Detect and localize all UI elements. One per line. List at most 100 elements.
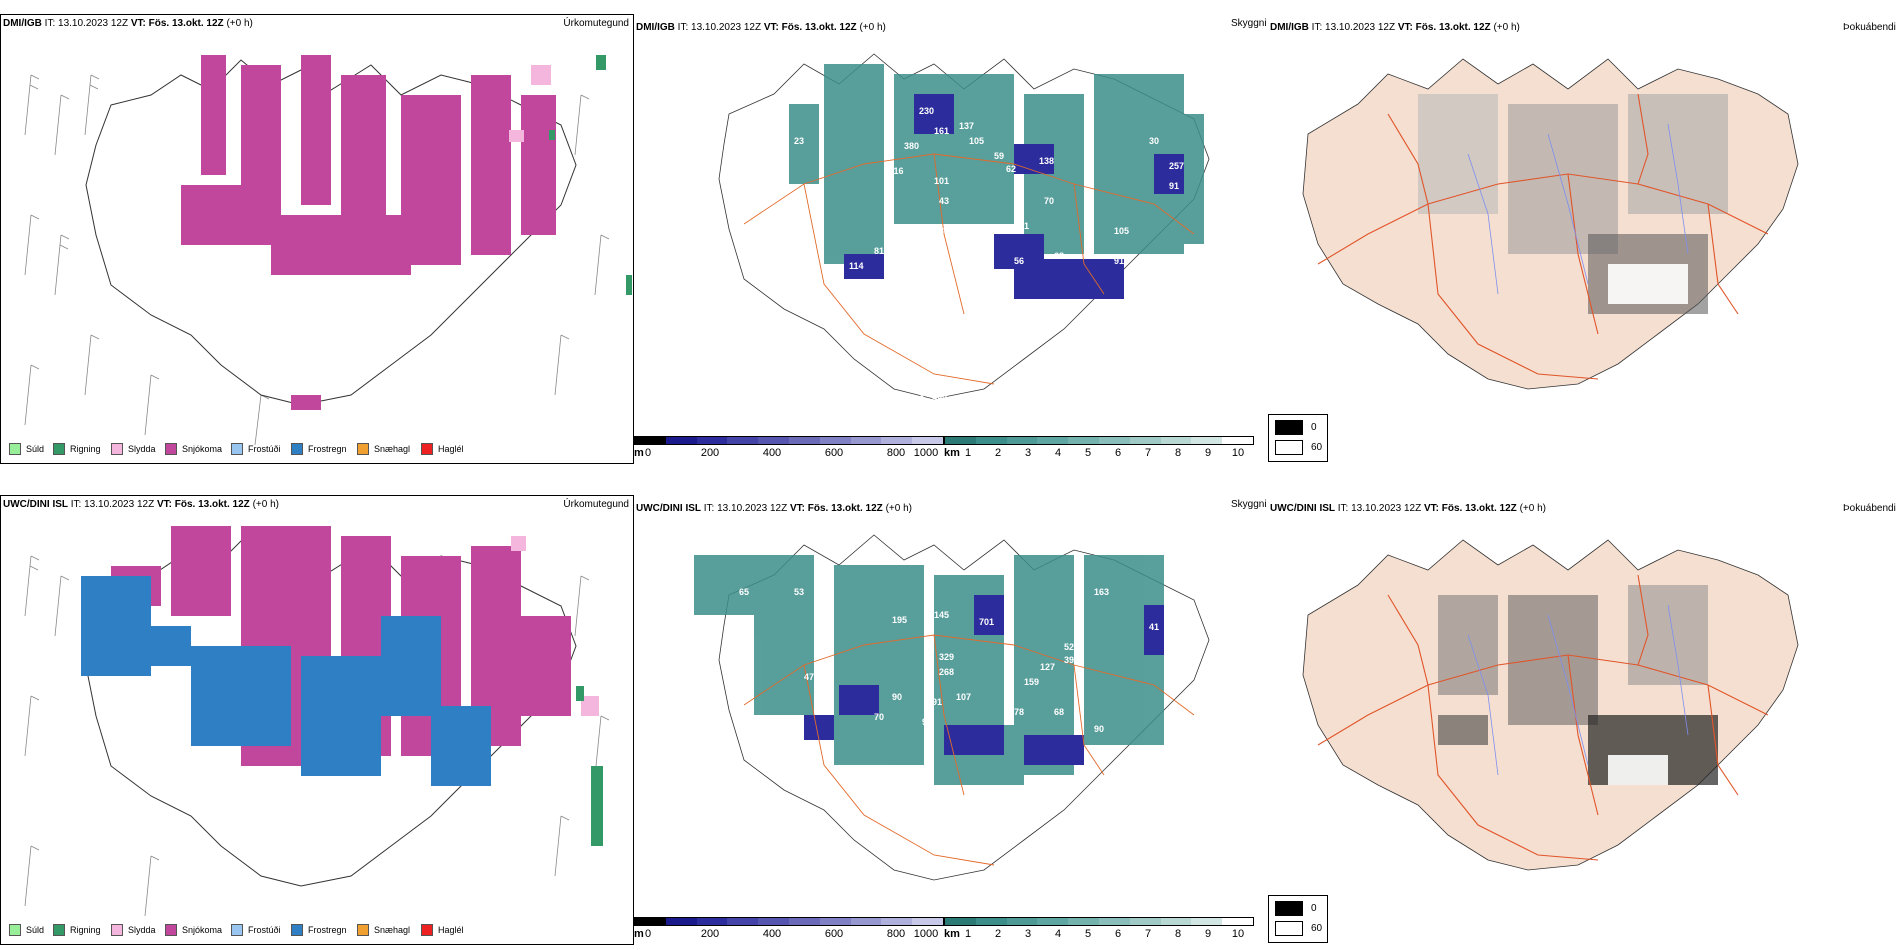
- iceland-precip-map: [24, 55, 632, 446]
- panel-header: DMI/IGB IT: 13.10.2023 12Z VT: Fös. 13.o…: [636, 22, 886, 33]
- ceiling-value: 81: [939, 226, 949, 236]
- ceiling-value: 105: [969, 136, 984, 146]
- ceiling-value: 81: [874, 246, 884, 256]
- ceiling-value: 91: [932, 697, 942, 707]
- rivers: [1467, 123, 1689, 295]
- panel-title: Þokuábendi: [1843, 22, 1896, 33]
- iceland-ceiling-map: 230 161 137 105 380 116 101 43 57 33 81 …: [718, 53, 1210, 404]
- panel-title: Úrkomutegund: [563, 499, 629, 510]
- height-colorbar: m 0 200 400 600 800 1000: [634, 917, 944, 947]
- panel-title: Skyggni: [1231, 18, 1267, 29]
- road-network: [743, 153, 1195, 385]
- freezing-rain-areas: [81, 576, 491, 786]
- ceiling-value: 91: [1114, 256, 1124, 266]
- fog-legend: 0 60: [1268, 895, 1328, 943]
- km-colorbar: km 1 2 3 4 5 6 7 8 9 10: [944, 436, 1254, 466]
- fog-shading: [1418, 94, 1728, 314]
- ceiling-value: 33: [799, 211, 809, 221]
- ceiling-value: 526: [1064, 642, 1079, 652]
- ceiling-value: 30: [1149, 136, 1159, 146]
- panel-title: Úrkomutegund: [563, 18, 629, 29]
- precip-legend: Súld Rigning Slydda Snjókoma Frostúði Fr…: [1, 920, 633, 942]
- ceiling-value: 120: [894, 226, 909, 236]
- ceiling-value: 176: [929, 251, 944, 261]
- ceiling-panel-uwc: UWC/DINI ISL IT: 13.10.2023 12Z VT: Fös.…: [634, 495, 1268, 945]
- low-ceiling-cores: [844, 94, 1184, 299]
- ceiling-value: 268: [939, 667, 954, 677]
- ceiling-value: 137: [959, 121, 974, 131]
- ceiling-value: 701: [979, 617, 994, 627]
- ceiling-value: 65: [739, 587, 749, 597]
- ceiling-value: 195: [892, 615, 907, 625]
- fog-shading: [1438, 585, 1718, 785]
- ceiling-value: 68: [1054, 251, 1064, 261]
- iceland-fog-map: [1302, 58, 1799, 390]
- ceiling-value: 473: [804, 672, 819, 682]
- ceiling-value: 138: [1039, 156, 1054, 166]
- iceland-precip-map: [24, 526, 610, 917]
- snow-areas: [181, 55, 556, 410]
- ceiling-value: 56: [1014, 256, 1024, 266]
- ceiling-value: 59: [994, 151, 1004, 161]
- ceiling-value: 78: [1014, 707, 1024, 717]
- ceiling-value: 101: [934, 176, 949, 186]
- road-network: [1317, 574, 1769, 861]
- ceiling-value: 70: [1044, 196, 1054, 206]
- ceiling-value: 145: [934, 610, 949, 620]
- ceiling-value: 41: [1149, 622, 1159, 632]
- ceiling-value: 70: [874, 712, 884, 722]
- ceiling-fields: [789, 64, 1204, 264]
- ceiling-value: 127: [1040, 662, 1055, 672]
- precip-type-panel-dmi: DMI/IGB IT: 13.10.2023 12Z VT: Fös. 13.o…: [0, 14, 634, 464]
- ceiling-value-labels: 65 53 195 145 701 329 268 473 90 91 107 …: [739, 587, 1159, 872]
- ceiling-value: 393: [1064, 655, 1079, 665]
- ceiling-value: 68: [1054, 707, 1064, 717]
- ceiling-value: 257: [1169, 161, 1184, 171]
- ceiling-value: 98: [922, 717, 932, 727]
- km-colorbar: km 1 2 3 4 5 6 7 8 9 10: [944, 917, 1254, 947]
- ceiling-value: 43: [939, 196, 949, 206]
- ceiling-value: 53: [794, 587, 804, 597]
- ceiling-value: 52: [784, 226, 794, 236]
- ceiling-value: 159: [1024, 677, 1039, 687]
- ceiling-value: 107: [956, 692, 971, 702]
- ceiling-value: 171: [1014, 221, 1029, 231]
- panel-header: UWC/DINI ISL IT: 13.10.2023 12Z VT: Fös.…: [1270, 503, 1546, 514]
- ceiling-value: 116: [889, 166, 904, 176]
- ceiling-value: 91: [1169, 181, 1179, 191]
- fog-panel-uwc: UWC/DINI ISL IT: 13.10.2023 12Z VT: Fös.…: [1268, 495, 1900, 945]
- wind-barbs: [24, 74, 610, 446]
- ceiling-value: 230: [919, 106, 934, 116]
- ceiling-value-labels: 230 161 137 105 380 116 101 43 57 33 81 …: [784, 106, 1184, 404]
- height-colorbar: m 0 200 400 600 800 1000: [634, 436, 944, 466]
- ceiling-panel-dmi: DMI/IGB IT: 13.10.2023 12Z VT: Fös. 13.o…: [634, 14, 1268, 464]
- ceiling-value: 90: [892, 692, 902, 702]
- ceiling-value: 163: [1094, 587, 1109, 597]
- ceiling-value: 105: [1114, 226, 1129, 236]
- fog-panel-dmi: DMI/IGB IT: 13.10.2023 12Z VT: Fös. 13.o…: [1268, 14, 1900, 464]
- ceiling-value: 43: [914, 862, 924, 872]
- ceiling-value: 13: [914, 394, 924, 404]
- ceiling-value: 23: [794, 136, 804, 146]
- precip-legend: Súld Rigning Slydda Snjókoma Frostúði Fr…: [1, 439, 633, 461]
- ceiling-value: 329: [939, 652, 954, 662]
- ceiling-value: 114: [849, 261, 864, 271]
- panel-header: UWC/DINI ISL IT: 13.10.2023 12Z VT: Fös.…: [636, 503, 912, 514]
- ceiling-value: 62: [1006, 164, 1016, 174]
- panel-header: UWC/DINI ISL IT: 13.10.2023 12Z VT: Fös.…: [3, 499, 279, 510]
- ceiling-value: 380: [904, 141, 919, 151]
- road-network: [743, 634, 1195, 866]
- panel-title: Þokuábendi: [1843, 503, 1896, 514]
- fog-legend: 0 60: [1268, 414, 1328, 462]
- iceland-fog-map: [1302, 539, 1799, 871]
- iceland-ceiling-map: 65 53 195 145 701 329 268 473 90 91 107 …: [694, 534, 1210, 881]
- low-ceiling-cores: [804, 595, 1164, 765]
- rivers: [1467, 604, 1689, 776]
- panel-title: Skyggni: [1231, 499, 1267, 510]
- ceiling-value: 90: [1094, 724, 1104, 734]
- ceiling-value: 160: [932, 391, 947, 401]
- precip-type-panel-uwc: UWC/DINI ISL IT: 13.10.2023 12Z VT: Fös.…: [0, 495, 634, 945]
- ceiling-value: 161: [934, 126, 949, 136]
- panel-header: DMI/IGB IT: 13.10.2023 12Z VT: Fös. 13.o…: [1270, 22, 1520, 33]
- panel-header: DMI/IGB IT: 13.10.2023 12Z VT: Fös. 13.o…: [3, 18, 253, 29]
